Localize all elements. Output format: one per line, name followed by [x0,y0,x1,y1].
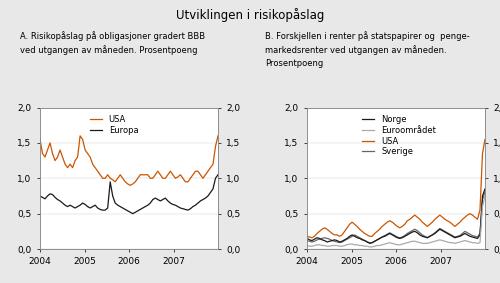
Line: Sverige: Sverige [307,192,485,243]
USA [482,138,488,141]
Norge [364,240,370,244]
USA [155,170,161,173]
Line: Europa: Europa [40,175,218,214]
USA [162,177,168,180]
Sverige [482,191,488,194]
Text: ved utgangen av måneden. Prosentpoeng: ved utgangen av måneden. Prosentpoeng [20,45,198,55]
Text: markedsrenter ved utgangen av måneden.: markedsrenter ved utgangen av måneden. [265,45,446,55]
Text: A. Risikopåslag på obligasjoner gradert BBB: A. Risikopåslag på obligasjoner gradert … [20,31,205,41]
Euroområdet [304,244,310,247]
Norge [304,237,310,240]
Sverige [407,230,413,234]
Text: Utviklingen i risikopåslag: Utviklingen i risikopåslag [176,8,324,22]
Sverige [420,233,426,237]
USA [100,177,105,180]
Euroområdet [329,244,335,247]
USA [215,134,221,138]
Euroområdet [407,240,413,244]
Norge [329,239,335,242]
Norge [407,232,413,235]
Europa [130,212,136,215]
Europa [37,194,43,198]
USA [77,134,83,138]
Europa [62,203,68,207]
USA [349,220,355,224]
Line: USA: USA [40,136,218,185]
USA [142,173,148,177]
Text: B. Forskjellen i renter på statspapirer og  penge-: B. Forskjellen i renter på statspapirer … [265,31,470,41]
Euroområdet [346,242,352,246]
Line: USA: USA [307,140,485,238]
USA [304,235,310,238]
Text: Prosentpoeng: Prosentpoeng [265,59,323,68]
Norge [346,235,352,238]
USA [332,233,338,237]
Norge [482,187,488,191]
Euroområdet [482,194,488,198]
Line: Norge: Norge [307,189,485,243]
Line: Euroområdet: Euroområdet [307,196,485,247]
Europa [80,201,86,205]
Sverige [427,235,433,238]
USA [366,235,372,238]
Sverige [366,241,372,245]
Euroområdet [427,241,433,245]
USA [205,170,211,173]
USA [37,138,43,141]
USA [128,184,134,187]
USA [427,222,433,226]
Sverige [304,239,310,242]
Euroområdet [364,245,370,248]
Europa [152,196,158,200]
Norge [366,242,372,245]
Norge [427,235,433,238]
Euroområdet [420,242,426,245]
Europa [140,206,146,210]
Legend: USA, Europa: USA, Europa [88,115,139,136]
USA [420,220,426,224]
Euroområdet [366,245,372,249]
Sverige [349,235,355,238]
USA [407,218,413,221]
Europa [160,198,166,201]
Legend: Norge, Euroområdet, USA, Sverige: Norge, Euroområdet, USA, Sverige [361,115,436,157]
Sverige [336,241,342,245]
Europa [97,208,103,211]
Europa [215,173,221,177]
Norge [420,235,426,238]
USA [309,236,315,239]
USA [62,162,68,166]
Sverige [329,239,335,242]
